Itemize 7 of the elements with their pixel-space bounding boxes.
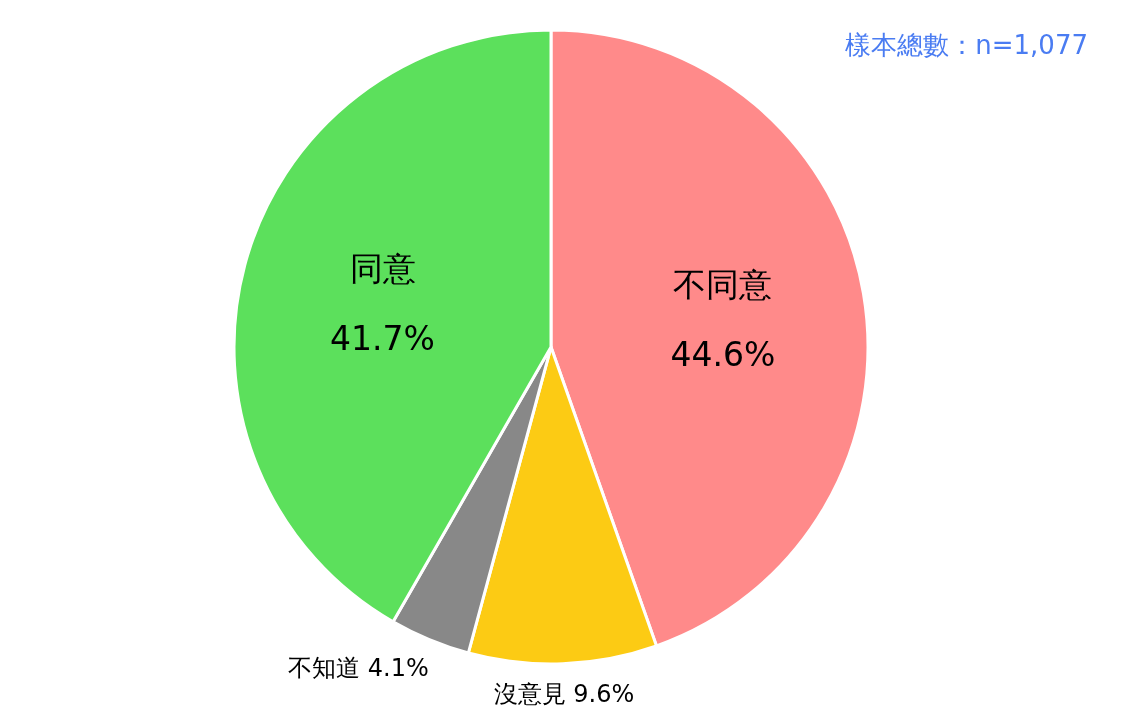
slice-label: 不知道 4.1% — [288, 654, 429, 683]
slice-label: 不同意 — [673, 264, 773, 304]
text: 樣本總數：n=1,077 — [845, 30, 1088, 60]
slice-label: 同意 — [349, 249, 416, 289]
data-label: 41.7% — [330, 319, 435, 359]
data-label: 44.6% — [670, 334, 776, 374]
slice-label: 沒意見 9.6% — [493, 680, 635, 709]
